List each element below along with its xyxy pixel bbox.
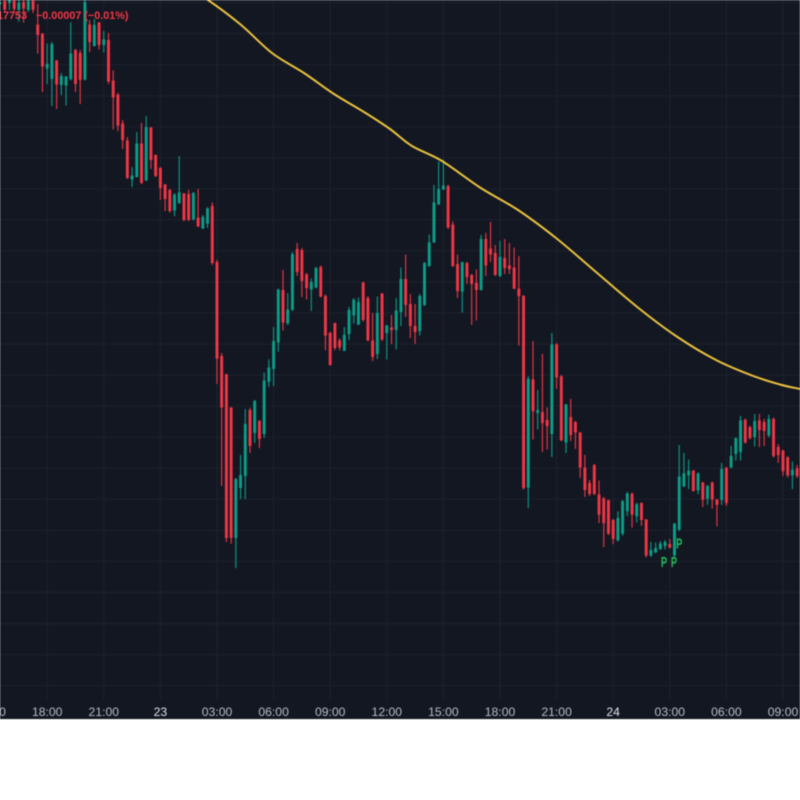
svg-text:P: P [676,535,682,552]
svg-text:P: P [671,554,677,571]
svg-text:−0.00007 (−0.01%): −0.00007 (−0.01%) [36,10,129,22]
svg-text:06:00: 06:00 [711,705,742,719]
svg-text:03:00: 03:00 [655,705,686,719]
svg-text:21:00: 21:00 [541,705,572,719]
svg-text:P: P [661,554,667,571]
svg-text:15:00: 15:00 [0,705,6,719]
svg-text:21:00: 21:00 [89,705,120,719]
svg-text:18:00: 18:00 [32,705,63,719]
svg-text:06:00: 06:00 [258,705,289,719]
svg-text:12:00: 12:00 [372,705,403,719]
svg-text:17753: 17753 [0,10,27,22]
svg-text:09:00: 09:00 [768,705,799,719]
svg-text:23: 23 [154,705,168,719]
svg-text:24: 24 [606,705,620,719]
svg-text:09:00: 09:00 [315,705,346,719]
svg-text:18:00: 18:00 [485,705,516,719]
svg-text:15:00: 15:00 [428,705,459,719]
svg-text:03:00: 03:00 [202,705,233,719]
